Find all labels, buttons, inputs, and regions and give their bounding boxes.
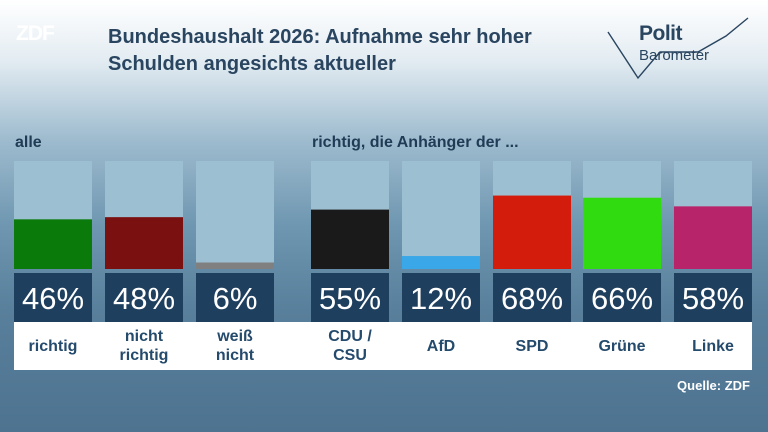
group-label-all: alle: [15, 134, 42, 151]
data-label: 48%: [113, 281, 175, 316]
category-label: CDU / CSU: [328, 328, 372, 364]
value-box: [196, 273, 274, 322]
value-box: [402, 273, 480, 322]
data-label: 6%: [213, 281, 258, 316]
category-label: Linke: [692, 337, 734, 355]
data-label: 55%: [319, 281, 381, 316]
bar: [311, 209, 389, 269]
value-box: [674, 273, 752, 322]
politbarometer-line2: Barometer: [639, 47, 710, 64]
bar: [583, 197, 661, 269]
value-box: [311, 273, 389, 322]
category-strip: richtig nicht richtig weiß nicht CDU / CSU AfD S…: [14, 322, 752, 370]
bar: [493, 195, 571, 269]
politbarometer-line1: Polit: [639, 22, 683, 45]
value-box: [14, 273, 92, 322]
category-label: richtig: [28, 337, 78, 355]
data-label: 66%: [591, 281, 653, 316]
bar-track: [402, 161, 480, 269]
data-label: 58%: [682, 281, 744, 316]
data-label: 68%: [501, 281, 563, 316]
bar: [674, 206, 752, 269]
politbarometer-logo: Polit Barometer: [598, 10, 758, 80]
zdf-logo: ZDF: [16, 22, 55, 45]
category-label: weiß nicht: [215, 328, 255, 364]
group-label-supporters: richtig, die Anhänger der ...: [312, 134, 519, 151]
value-box: [493, 273, 571, 322]
politbarometer-chart-icon: [607, 17, 749, 80]
source-note: Quelle: ZDF: [677, 378, 750, 393]
bar-track: [196, 161, 274, 269]
bar: [14, 219, 92, 269]
bar: [196, 262, 274, 269]
category-label: Grüne: [598, 337, 646, 355]
value-box: [583, 273, 661, 322]
bar: [402, 256, 480, 269]
category-label: SPD: [515, 337, 549, 355]
chart-title: Bundeshaushalt 2026: Aufnahme sehr hoher…: [108, 26, 532, 75]
data-label: 46%: [22, 281, 84, 316]
category-label: nicht richtig: [119, 328, 169, 364]
data-label: 12%: [410, 281, 472, 316]
bar: [105, 217, 183, 269]
value-box: [105, 273, 183, 322]
category-label: AfD: [426, 337, 456, 355]
